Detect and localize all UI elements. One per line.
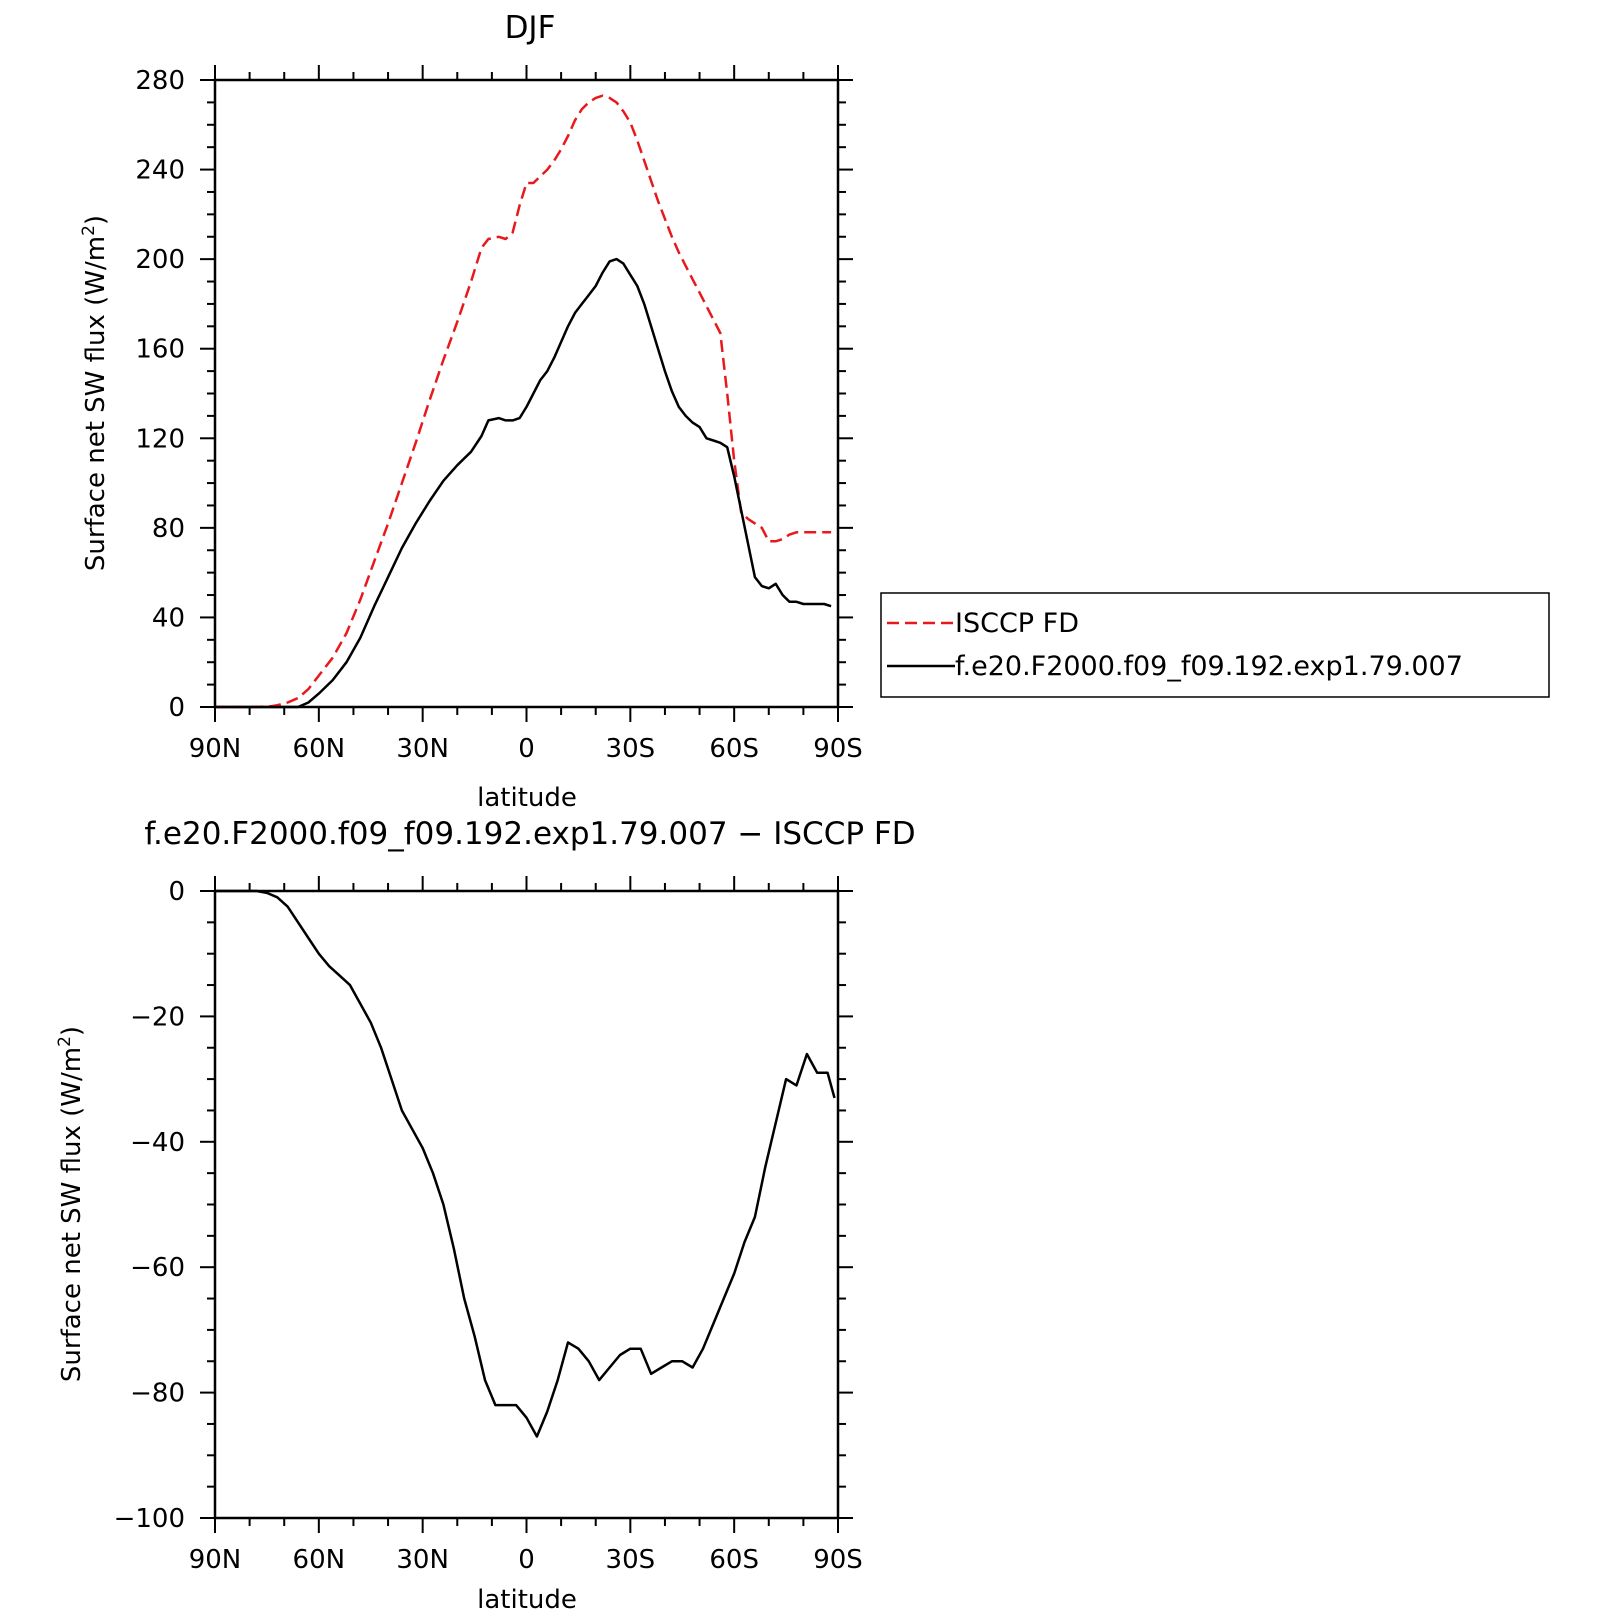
panel2-title: f.e20.F2000.f09_f09.192.exp1.79.007 − IS…	[144, 816, 915, 852]
x-tick-label: 90S	[813, 1545, 863, 1575]
panel2-plot-frame	[213, 889, 840, 1520]
x-tick-label: 60N	[293, 1545, 346, 1575]
y-tick-label: 40	[152, 603, 185, 633]
panel1-y-axis-label-main: Surface net SW flux (W/m	[81, 236, 111, 571]
x-tick-label: 30S	[606, 1545, 656, 1575]
y-tick-label: 240	[135, 156, 185, 186]
x-tick-label: 0	[518, 1545, 535, 1575]
x-tick-label: 60N	[293, 734, 346, 764]
panel1-y-axis-label: Surface net SW flux (W/m2)	[79, 215, 111, 571]
y-tick-label: −60	[130, 1253, 185, 1283]
y-tick-label: 160	[135, 335, 185, 365]
series-line-diff	[215, 889, 836, 1438]
legend-label-isccp: ISCCP FD	[955, 608, 1079, 639]
panel-difference: f.e20.F2000.f09_f09.192.exp1.79.007 − IS…	[55, 816, 916, 1615]
panel1-x-axis-label: latitude	[477, 783, 577, 813]
y-tick-label: −100	[114, 1504, 185, 1534]
panel2-y-ticks: 0 −20 −40 −60 −80 −100	[114, 877, 853, 1534]
y-tick-label: 80	[152, 514, 185, 544]
x-tick-label: 60S	[709, 1545, 759, 1575]
x-tick-label: 30N	[396, 1545, 449, 1575]
x-tick-label: 90S	[813, 734, 863, 764]
panel1-y-axis-label-sup: 2	[79, 225, 99, 236]
x-tick-label: 0	[518, 734, 535, 764]
panel1-series-lines	[215, 94, 832, 709]
panel2-series-lines	[215, 889, 836, 1438]
panel1-plot-frame	[213, 78, 840, 709]
panel1-x-ticks: 90N 60N 30N 0 30S 60S 90S	[189, 65, 863, 764]
panel1-title: DJF	[505, 10, 556, 46]
series-line-isccp	[215, 94, 832, 709]
x-tick-label: 90N	[189, 734, 242, 764]
y-tick-label: −40	[130, 1128, 185, 1158]
panel-djf: DJF 0 40 80 120 160 200 240 280 90N 60N 30N 0 30S 60…	[79, 10, 1550, 813]
series-line-fe20f2000f09f09192exp179007	[215, 257, 832, 709]
y-tick-label: 120	[135, 424, 185, 454]
panel2-y-axis-label-sup: 2	[55, 1036, 75, 1047]
y-tick-label: −20	[130, 1002, 185, 1032]
legend-label-model: f.e20.F2000.f09_f09.192.exp1.79.007	[955, 651, 1463, 682]
panel2-y-axis-label: Surface net SW flux (W/m2)	[55, 1026, 87, 1382]
y-tick-label: 280	[135, 66, 185, 96]
x-tick-label: 90N	[189, 1545, 242, 1575]
x-tick-label: 60S	[709, 734, 759, 764]
panel1-y-ticks: 0 40 80 120 160 200 240 280	[135, 66, 853, 723]
legend-box	[880, 592, 1550, 698]
panel2-x-axis-label: latitude	[477, 1585, 577, 1613]
y-tick-label: 0	[168, 693, 185, 723]
x-tick-label: 30N	[396, 734, 449, 764]
panel2-y-axis-label-end: )	[57, 1026, 87, 1036]
panel2-x-ticks: 90N 60N 30N 0 30S 60S 90S	[189, 876, 863, 1575]
y-tick-label: 0	[168, 877, 185, 907]
legend: ISCCP FD f.e20.F2000.f09_f09.192.exp1.79…	[880, 592, 1550, 698]
y-tick-label: −80	[130, 1379, 185, 1409]
x-tick-label: 30S	[606, 734, 656, 764]
panel2-y-axis-label-main: Surface net SW flux (W/m	[57, 1047, 87, 1382]
y-tick-label: 200	[135, 245, 185, 275]
panel1-y-axis-label-end: )	[81, 215, 111, 225]
